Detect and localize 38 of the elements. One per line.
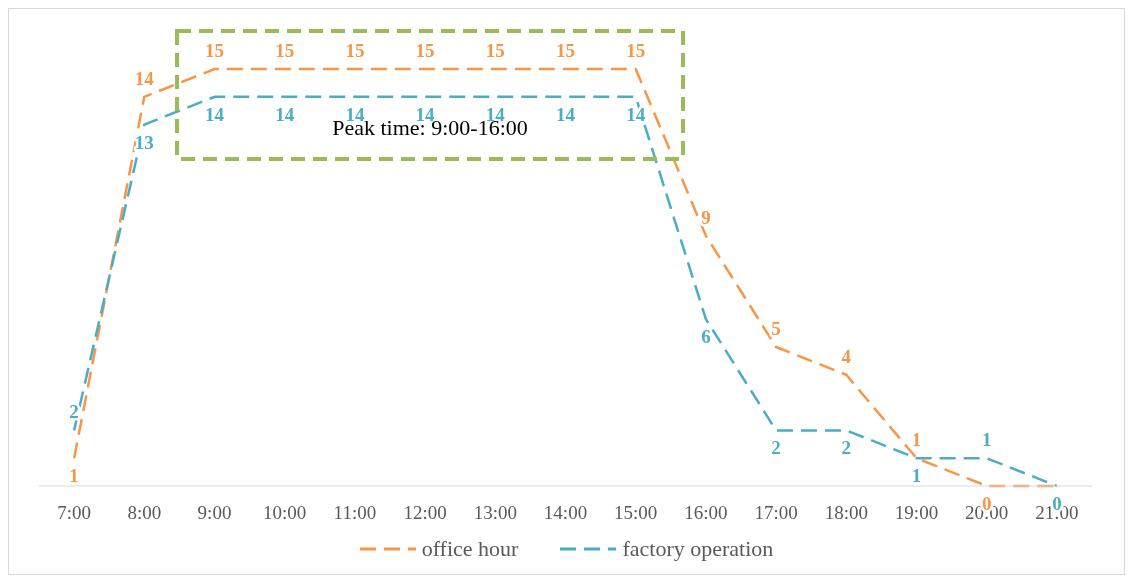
data-label: 15: [556, 40, 575, 61]
x-tick-label: 18:00: [824, 502, 868, 524]
x-tick-label: 19:00: [894, 502, 939, 524]
data-label: 14: [205, 103, 225, 125]
data-label: 15: [205, 40, 224, 61]
data-label: 14: [134, 67, 155, 89]
data-label: 15: [275, 40, 295, 61]
x-tick-label: 17:00: [754, 502, 798, 524]
data-label: 14: [626, 103, 646, 125]
data-label: 2: [69, 401, 79, 423]
data-label: 2: [771, 437, 781, 459]
x-tick-label: 15:00: [614, 502, 658, 524]
data-label: 6: [701, 326, 711, 348]
legend-label: office hour: [420, 536, 519, 562]
x-tick-label: 14:00: [543, 502, 588, 524]
data-label: 14: [275, 103, 295, 125]
x-tick-label: 12:00: [403, 502, 447, 524]
x-tick-label: 16:00: [684, 502, 728, 524]
x-tick-label: 9:00: [197, 502, 232, 524]
x-tick-label: 10:00: [263, 502, 307, 524]
data-label: 1: [981, 429, 992, 451]
data-label: 15: [415, 40, 435, 61]
data-label: 4: [841, 345, 852, 367]
data-label: 14: [556, 103, 576, 125]
x-tick-label: 11:00: [333, 502, 377, 524]
x-tick-label: 13:00: [473, 502, 517, 524]
data-label: 5: [771, 318, 781, 339]
data-label: 1: [69, 465, 79, 487]
data-label: 1: [911, 429, 922, 451]
data-label: 15: [485, 40, 505, 61]
data-label: 9: [701, 206, 711, 228]
data-label: 2: [841, 437, 852, 459]
data-label: 15: [626, 40, 646, 61]
data-label: 15: [345, 40, 365, 61]
x-tick-label: 7:00: [57, 502, 91, 524]
data-label: 1: [911, 465, 922, 487]
x-tick-label: 8:00: [127, 502, 162, 524]
legend-label: factory operation: [621, 536, 774, 562]
